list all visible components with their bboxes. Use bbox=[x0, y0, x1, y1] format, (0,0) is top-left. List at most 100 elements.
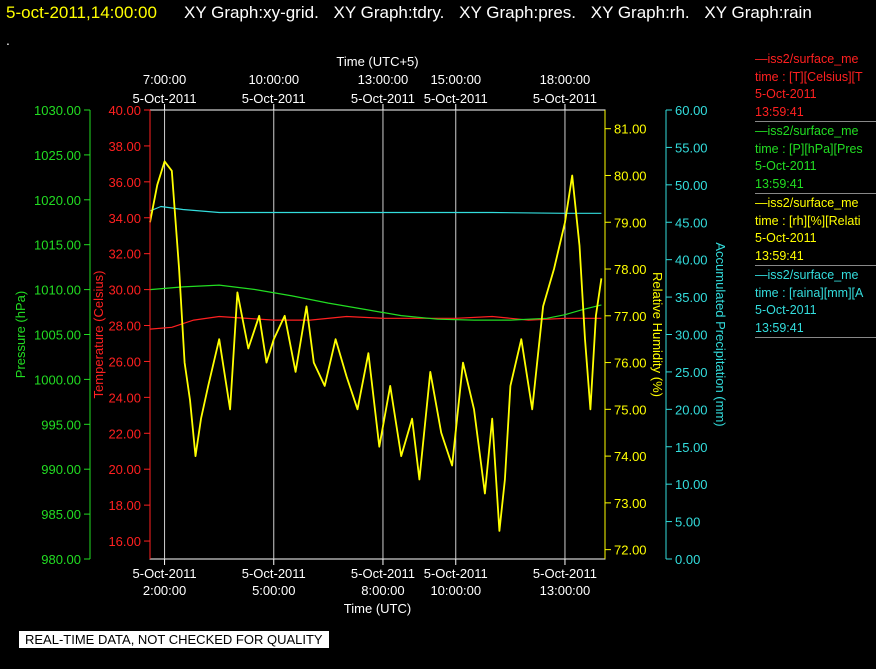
y-tick-label: 36.00 bbox=[108, 175, 141, 190]
y-tick-label: 28.00 bbox=[108, 319, 141, 334]
y-tick-label: 80.00 bbox=[614, 168, 647, 183]
y-tick-label: 1020.00 bbox=[34, 193, 81, 208]
legend-time: 13:59:41 bbox=[755, 248, 804, 263]
y-tick-label: 18.00 bbox=[108, 498, 141, 513]
y-tick-label: 40.00 bbox=[108, 103, 141, 118]
top-tick-time: 18:00:00 bbox=[540, 72, 591, 87]
legend-source: —iss2/surface_me bbox=[755, 124, 859, 138]
header-dot: . bbox=[6, 32, 10, 48]
graph-tabs: XY Graph:xy-grid. XY Graph:tdry. XY Grap… bbox=[184, 3, 822, 23]
series-line-rain bbox=[149, 205, 602, 214]
legend-variable: time : [T][Celsius][T bbox=[755, 69, 863, 84]
bottom-tick-time: 13:00:00 bbox=[540, 583, 591, 598]
y-tick-label: 1015.00 bbox=[34, 238, 81, 253]
plot-area bbox=[149, 109, 606, 560]
xy-graph: Time (UTC+5) 7:00:00 5-Oct-2011 10:00:00 5-O… bbox=[13, 54, 728, 616]
legend-entry-precipitation[interactable]: —iss2/surface_me time : [raina][mm][A 5-… bbox=[755, 266, 876, 338]
top-tick-time: 7:00:00 bbox=[143, 72, 186, 87]
tab-pres[interactable]: XY Graph:pres. bbox=[459, 3, 576, 22]
y-tick-label: 980.00 bbox=[41, 552, 81, 567]
bottom-tick-time: 2:00:00 bbox=[143, 583, 186, 598]
y-tick-label: 79.00 bbox=[614, 215, 647, 230]
y-tick-label: 35.00 bbox=[675, 290, 708, 305]
legend-entry-temperature[interactable]: —iss2/surface_me time : [T][Celsius][T 5… bbox=[755, 50, 876, 122]
legend-entry-humidity[interactable]: —iss2/surface_me time : [rh][%][Relati 5… bbox=[755, 194, 876, 266]
top-tick-date: 5-Oct-2011 bbox=[133, 91, 197, 106]
y-tick-label: 1010.00 bbox=[34, 283, 81, 298]
y-tick-label: 78.00 bbox=[614, 262, 647, 277]
timestamp: 5-oct-2011,14:00:00 bbox=[6, 3, 157, 22]
tab-xy-grid[interactable]: XY Graph:xy-grid. bbox=[184, 3, 319, 22]
y-tick-label: 995.00 bbox=[41, 417, 81, 432]
y-tick-label: 20.00 bbox=[675, 402, 708, 417]
y-tick-label: 985.00 bbox=[41, 507, 81, 522]
legend-source: —iss2/surface_me bbox=[755, 268, 859, 282]
y-tick-label: 22.00 bbox=[108, 426, 141, 441]
y-tick-label: 5.00 bbox=[675, 515, 700, 530]
legend-time: 13:59:41 bbox=[755, 176, 804, 191]
y-tick-label: 72.00 bbox=[614, 543, 647, 558]
y-tick-label: 1000.00 bbox=[34, 372, 81, 387]
y-tick-label: 45.00 bbox=[675, 215, 708, 230]
y-tick-label: 38.00 bbox=[108, 139, 141, 154]
y-tick-label: 26.00 bbox=[108, 354, 141, 369]
legend-date: 5-Oct-2011 bbox=[755, 303, 817, 317]
top-tick-time: 15:00:00 bbox=[430, 72, 481, 87]
top-tick-date: 5-Oct-2011 bbox=[424, 91, 488, 106]
top-axis-title: Time (UTC+5) bbox=[336, 54, 418, 69]
series-line-rh bbox=[149, 160, 603, 532]
y-tick-label: 32.00 bbox=[108, 247, 141, 262]
y-tick-label: 74.00 bbox=[614, 449, 647, 464]
y-tick-label: 25.00 bbox=[675, 365, 708, 380]
top-tick-date: 5-Oct-2011 bbox=[351, 91, 415, 106]
bottom-tick-date: 5-Oct-2011 bbox=[533, 566, 597, 581]
bottom-tick-date: 5-Oct-2011 bbox=[133, 566, 197, 581]
legend-time: 13:59:41 bbox=[755, 320, 804, 335]
y-tick-label: 10.00 bbox=[675, 477, 708, 492]
y-tick-label: 55.00 bbox=[675, 140, 708, 155]
bottom-tick-time: 5:00:00 bbox=[252, 583, 295, 598]
top-tick-date: 5-Oct-2011 bbox=[242, 91, 306, 106]
y-tick-label: 15.00 bbox=[675, 440, 708, 455]
y-tick-label: 24.00 bbox=[108, 390, 141, 405]
y-tick-label: 76.00 bbox=[614, 356, 647, 371]
y-tick-label: 34.00 bbox=[108, 211, 141, 226]
legend-date: 5-Oct-2011 bbox=[755, 159, 817, 173]
y-tick-label: 1030.00 bbox=[34, 103, 81, 118]
bottom-tick-time: 8:00:00 bbox=[361, 583, 404, 598]
y-axis-temp-title: Temperature (Celsius) bbox=[91, 271, 106, 399]
bottom-axis-title: Time (UTC) bbox=[344, 601, 411, 616]
header-bar: 5-oct-2011,14:00:00 XY Graph:xy-grid. XY… bbox=[0, 0, 876, 48]
y-tick-label: 990.00 bbox=[41, 462, 81, 477]
legend-entry-pressure[interactable]: —iss2/surface_me time : [P][hPa][Pres 5-… bbox=[755, 122, 876, 194]
series-line-pres bbox=[149, 284, 602, 321]
top-tick-time: 13:00:00 bbox=[358, 72, 409, 87]
top-tick-time: 10:00:00 bbox=[248, 72, 299, 87]
y-tick-label: 60.00 bbox=[675, 103, 708, 118]
top-tick-date: 5-Oct-2011 bbox=[533, 91, 597, 106]
legend-source: —iss2/surface_me bbox=[755, 196, 859, 210]
legend-date: 5-Oct-2011 bbox=[755, 87, 817, 101]
tab-rh[interactable]: XY Graph:rh. bbox=[590, 3, 690, 22]
y-tick-label: 16.00 bbox=[108, 534, 141, 549]
tab-tdry[interactable]: XY Graph:tdry. bbox=[333, 3, 445, 22]
y-tick-label: 30.00 bbox=[675, 328, 708, 343]
y-tick-label: 75.00 bbox=[614, 402, 647, 417]
bottom-tick-date: 5-Oct-2011 bbox=[424, 566, 488, 581]
legend-source: —iss2/surface_me bbox=[755, 52, 859, 66]
y-tick-label: 77.00 bbox=[614, 309, 647, 324]
tab-rain[interactable]: XY Graph:rain bbox=[704, 3, 812, 22]
y-tick-label: 1005.00 bbox=[34, 328, 81, 343]
y-tick-label: 20.00 bbox=[108, 462, 141, 477]
legend-variable: time : [raina][mm][A bbox=[755, 285, 864, 300]
y-tick-label: 30.00 bbox=[108, 283, 141, 298]
legend-variable: time : [rh][%][Relati bbox=[755, 213, 861, 228]
y-axis-rain-title: Accumulated Precipitation (mm) bbox=[713, 242, 728, 426]
legend-variable: time : [P][hPa][Pres bbox=[755, 141, 863, 156]
legend-date: 5-Oct-2011 bbox=[755, 231, 817, 245]
y-tick-label: 50.00 bbox=[675, 178, 708, 193]
y-tick-label: 0.00 bbox=[675, 552, 700, 567]
y-tick-label: 73.00 bbox=[614, 496, 647, 511]
quality-notice: REAL-TIME DATA, NOT CHECKED FOR QUALITY bbox=[19, 631, 329, 648]
bottom-tick-date: 5-Oct-2011 bbox=[351, 566, 415, 581]
